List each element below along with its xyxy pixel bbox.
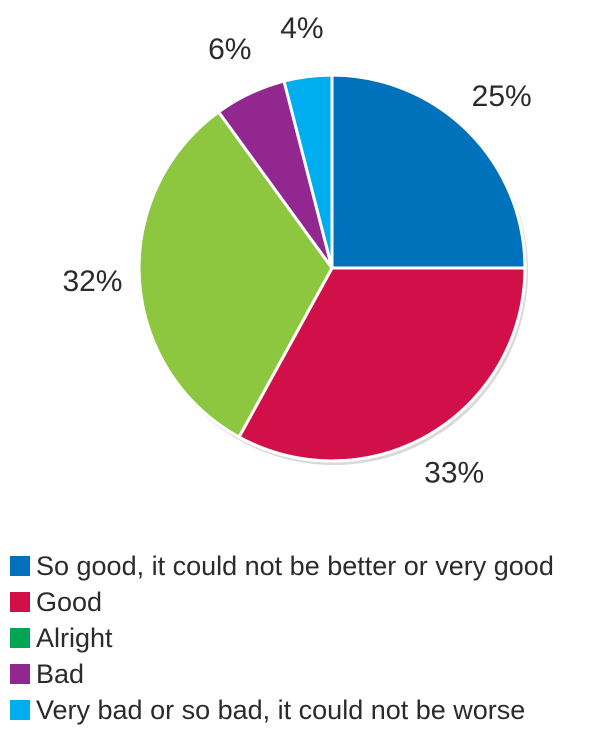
chart-legend: So good, it could not be better or very … [10,548,554,728]
slice-value-label: 32% [62,265,122,298]
legend-swatch [10,664,30,684]
legend-item: Alright [10,620,554,656]
legend-label: Good [36,587,103,617]
slice-value-label: 25% [472,80,532,113]
legend-label: Very bad or so bad, it could not be wors… [36,695,526,725]
legend-item: So good, it could not be better or very … [10,548,554,584]
slice-value-label: 33% [424,456,484,489]
legend-swatch [10,556,30,576]
legend-swatch [10,628,30,648]
slice-value-label: 6% [208,33,251,66]
legend-label: So good, it could not be better or very … [36,551,554,581]
legend-item: Bad [10,656,554,692]
legend-item: Very bad or so bad, it could not be wors… [10,692,554,728]
legend-label: Bad [36,659,85,689]
slice-value-label: 4% [280,12,323,45]
pie-chart: 25% 33% 32% 6% 4% [62,12,532,490]
legend-item: Good [10,584,554,620]
pie-rim [137,73,527,463]
legend-swatch [10,700,30,720]
legend-swatch [10,592,30,612]
legend-label: Alright [36,623,113,653]
